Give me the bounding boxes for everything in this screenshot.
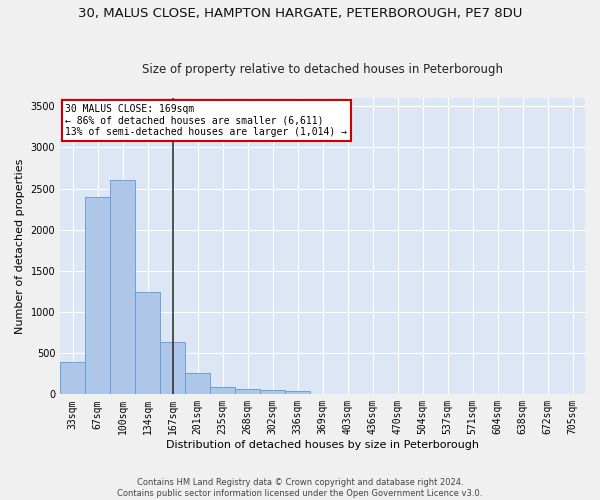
X-axis label: Distribution of detached houses by size in Peterborough: Distribution of detached houses by size … [166, 440, 479, 450]
Title: Size of property relative to detached houses in Peterborough: Size of property relative to detached ho… [142, 63, 503, 76]
Bar [185, 374, 210, 394]
Y-axis label: Number of detached properties: Number of detached properties [15, 158, 25, 334]
Bar [110, 180, 135, 394]
Bar [160, 342, 185, 394]
Bar [135, 292, 160, 394]
Text: 30, MALUS CLOSE, HAMPTON HARGATE, PETERBOROUGH, PE7 8DU: 30, MALUS CLOSE, HAMPTON HARGATE, PETERB… [78, 8, 522, 20]
Bar [285, 391, 310, 394]
Bar [60, 362, 85, 394]
Text: 30 MALUS CLOSE: 169sqm
← 86% of detached houses are smaller (6,611)
13% of semi-: 30 MALUS CLOSE: 169sqm ← 86% of detached… [65, 104, 347, 137]
Bar [85, 197, 110, 394]
Bar [210, 386, 235, 394]
Bar [260, 390, 285, 394]
Text: Contains HM Land Registry data © Crown copyright and database right 2024.
Contai: Contains HM Land Registry data © Crown c… [118, 478, 482, 498]
Bar [235, 390, 260, 394]
